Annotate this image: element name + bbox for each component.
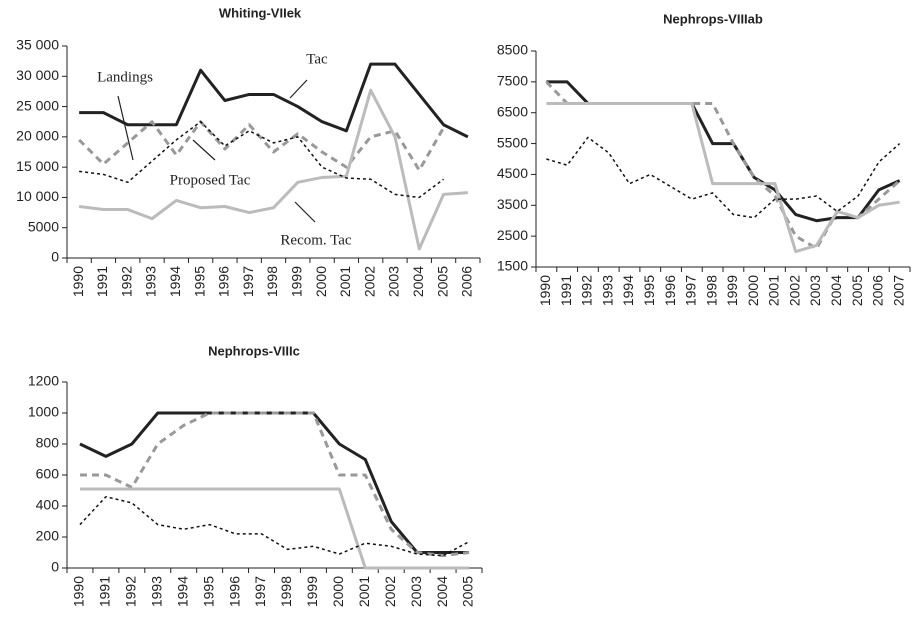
- series-line: [78, 120, 445, 172]
- series-annotation: Tac: [306, 51, 328, 67]
- y-tick-label: 5500: [497, 134, 528, 150]
- x-tick-label: 1994: [174, 576, 190, 607]
- y-tick-label: 35 000: [16, 37, 59, 53]
- x-tick-label: 1992: [118, 266, 134, 297]
- y-tick-label: 800: [36, 435, 60, 451]
- annotation-leader: [192, 139, 216, 161]
- x-tick-label: 2000: [313, 266, 329, 297]
- series-line: [79, 62, 469, 139]
- x-tick-label: 1999: [724, 275, 740, 306]
- y-tick-label: 3500: [497, 196, 528, 212]
- series-line: [79, 495, 470, 557]
- x-tick-label: 2000: [745, 275, 761, 306]
- x-tick-label: 1998: [703, 275, 719, 306]
- x-tick-label: 2002: [786, 275, 802, 306]
- x-tick-label: 1996: [226, 576, 242, 607]
- x-tick-label: 2003: [807, 275, 823, 306]
- annotation-leader: [289, 79, 308, 99]
- series-line: [546, 101, 900, 254]
- x-tick-label: 2004: [410, 266, 426, 297]
- series-annotation: Proposed Tac: [170, 172, 251, 188]
- y-tick-label: 5000: [28, 218, 59, 234]
- series-line: [79, 120, 445, 199]
- y-tick-label: 8500: [497, 42, 528, 58]
- x-tick-label: 2002: [361, 266, 377, 297]
- x-tick-label: 1995: [641, 275, 657, 306]
- series-line: [546, 136, 901, 219]
- x-tick-label: 2005: [849, 275, 865, 306]
- series-line: [79, 487, 470, 570]
- x-tick-label: 1990: [71, 576, 87, 607]
- y-tick-label: 2500: [497, 227, 528, 243]
- x-tick-label: 2003: [408, 576, 424, 607]
- annotation-leader: [294, 201, 316, 223]
- x-tick-label: 2001: [766, 275, 782, 306]
- x-tick-label: 1994: [167, 266, 183, 297]
- x-tick-label: 1992: [123, 576, 139, 607]
- y-tick-label: 1000: [28, 404, 59, 420]
- x-tick-label: 2007: [890, 275, 906, 306]
- x-tick-label: 1991: [558, 275, 574, 306]
- x-tick-label: 1997: [240, 266, 256, 297]
- chart-title: Whiting-VIIek: [219, 5, 302, 20]
- x-tick-label: 1993: [148, 576, 164, 607]
- x-tick-label: 1995: [200, 576, 216, 607]
- x-tick-label: 1992: [579, 275, 595, 306]
- y-tick-label: 25 000: [16, 97, 59, 113]
- x-tick-label: 2005: [460, 576, 476, 607]
- x-tick-label: 2003: [386, 266, 402, 297]
- y-tick-label: 0: [51, 249, 59, 265]
- series-line: [78, 88, 468, 251]
- x-tick-label: 2006: [459, 266, 475, 297]
- x-tick-label: 1993: [599, 275, 615, 306]
- x-tick-label: 1999: [288, 266, 304, 297]
- y-tick-label: 30 000: [16, 67, 59, 83]
- x-tick-label: 2004: [828, 275, 844, 306]
- x-tick-label: 1991: [97, 576, 113, 607]
- chart-title: Nephrops-VIIIab: [663, 11, 763, 26]
- x-tick-label: 1999: [304, 576, 320, 607]
- series-line: [79, 411, 470, 554]
- x-tick-label: 1993: [143, 266, 159, 297]
- x-tick-label: 1998: [278, 576, 294, 607]
- x-tick-label: 2004: [434, 576, 450, 607]
- annotation-leader: [117, 95, 134, 161]
- x-tick-label: 1998: [264, 266, 280, 297]
- x-tick-label: 1990: [70, 266, 86, 297]
- y-tick-label: 1500: [497, 258, 528, 274]
- x-tick-label: 1996: [216, 266, 232, 297]
- y-tick-label: 0: [51, 559, 59, 575]
- y-tick-label: 15 000: [16, 158, 59, 174]
- x-tick-label: 2005: [434, 266, 450, 297]
- x-tick-label: 2006: [870, 275, 886, 306]
- series-line: [79, 411, 470, 558]
- x-tick-label: 1996: [662, 275, 678, 306]
- series-annotation: Landings: [97, 69, 153, 85]
- x-tick-label: 2000: [330, 576, 346, 607]
- chart-title: Nephrops-VIIIc: [208, 343, 300, 358]
- x-tick-label: 1997: [683, 275, 699, 306]
- x-tick-label: 1994: [620, 275, 636, 306]
- y-tick-label: 10 000: [16, 188, 59, 204]
- y-tick-label: 600: [36, 466, 60, 482]
- x-tick-label: 1990: [537, 275, 553, 306]
- y-tick-label: 4500: [497, 165, 528, 181]
- x-tick-label: 1995: [191, 266, 207, 297]
- y-tick-label: 6500: [497, 103, 528, 119]
- y-tick-label: 20 000: [16, 128, 59, 144]
- x-tick-label: 2001: [356, 576, 372, 607]
- y-tick-label: 400: [36, 497, 60, 513]
- series-line: [545, 80, 901, 250]
- series-annotation: Recom. Tac: [280, 232, 351, 248]
- y-tick-label: 200: [36, 528, 60, 544]
- y-tick-label: 7500: [497, 73, 528, 89]
- x-tick-label: 1991: [94, 266, 110, 297]
- x-tick-label: 2001: [337, 266, 353, 297]
- x-tick-label: 2002: [382, 576, 398, 607]
- x-tick-label: 1997: [252, 576, 268, 607]
- y-tick-label: 1200: [28, 373, 59, 389]
